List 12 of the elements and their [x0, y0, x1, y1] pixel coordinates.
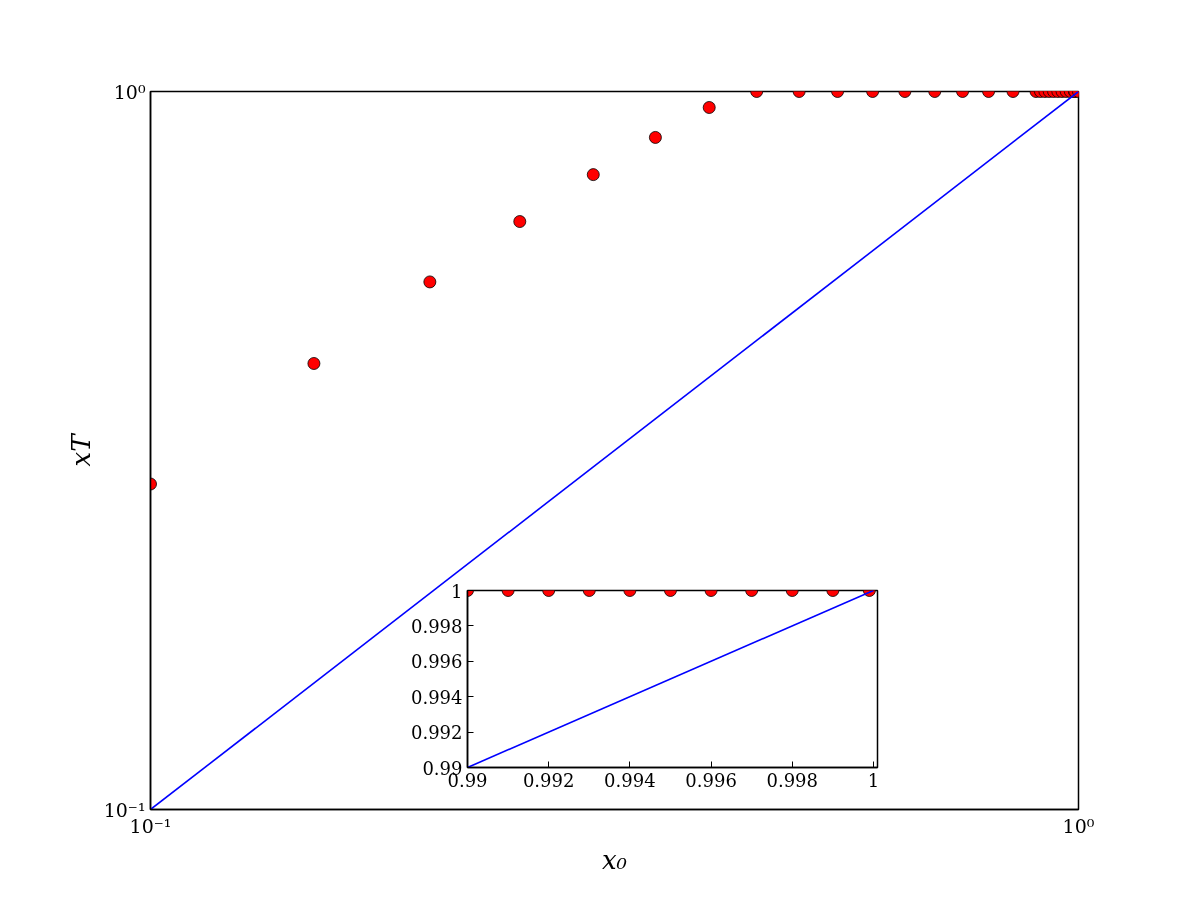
x-tick-label: 0.998 — [766, 769, 819, 791]
x-tick-label: 1 — [867, 769, 880, 791]
x-tick-label: 0.996 — [685, 769, 737, 791]
x-tick-label: 0.992 — [522, 769, 575, 791]
y-tick-label: 0.996 — [410, 651, 463, 673]
y-axis-title: xT — [65, 432, 96, 467]
y-tick-label: 0.992 — [410, 722, 463, 744]
y-tick-label: 0.994 — [410, 686, 463, 708]
x-axis-title: x₀ — [601, 844, 628, 875]
y-tick-label: 1 — [451, 580, 463, 602]
y-tick-label: 0.998 — [410, 615, 463, 637]
x-tick-label: 0.994 — [604, 769, 656, 791]
